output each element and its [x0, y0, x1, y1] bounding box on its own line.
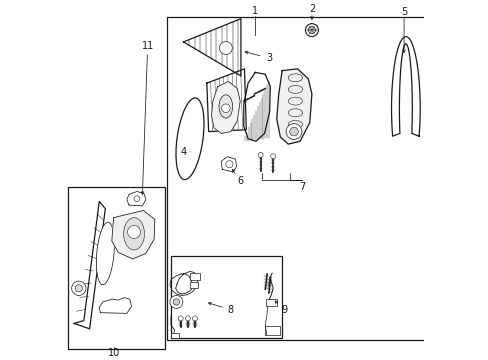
Text: 11: 11 — [141, 41, 154, 50]
Polygon shape — [244, 72, 270, 141]
Text: 1: 1 — [252, 6, 258, 17]
Polygon shape — [206, 69, 246, 132]
Text: 3: 3 — [265, 53, 271, 63]
Text: 4: 4 — [180, 147, 186, 157]
Bar — [190, 273, 200, 280]
Circle shape — [258, 152, 263, 157]
Circle shape — [225, 161, 233, 168]
Circle shape — [270, 154, 275, 159]
Text: 5: 5 — [400, 7, 407, 17]
Bar — [68, 187, 164, 348]
Circle shape — [185, 316, 190, 321]
Polygon shape — [126, 192, 145, 206]
Polygon shape — [74, 202, 105, 329]
Circle shape — [169, 296, 183, 309]
Circle shape — [285, 124, 301, 139]
Circle shape — [178, 316, 183, 321]
Ellipse shape — [219, 95, 232, 118]
Circle shape — [192, 316, 197, 321]
Circle shape — [305, 24, 318, 37]
Bar — [190, 282, 198, 288]
Polygon shape — [391, 37, 419, 136]
Circle shape — [75, 285, 82, 292]
Ellipse shape — [176, 98, 203, 180]
Text: 7: 7 — [298, 182, 305, 192]
Ellipse shape — [123, 218, 144, 250]
Circle shape — [221, 104, 230, 113]
Circle shape — [127, 225, 140, 238]
Ellipse shape — [96, 222, 114, 285]
Polygon shape — [183, 19, 241, 76]
Circle shape — [72, 281, 86, 296]
Bar — [265, 326, 279, 335]
Polygon shape — [211, 81, 240, 133]
Text: 10: 10 — [107, 348, 120, 358]
Bar — [167, 17, 430, 339]
Bar — [171, 256, 282, 338]
Text: 2: 2 — [308, 4, 314, 14]
Circle shape — [308, 27, 315, 34]
Circle shape — [289, 127, 298, 136]
Polygon shape — [112, 211, 155, 259]
Text: 9: 9 — [280, 305, 286, 315]
Polygon shape — [276, 69, 311, 144]
Bar — [170, 333, 178, 338]
Polygon shape — [221, 157, 236, 172]
Polygon shape — [99, 298, 131, 314]
Circle shape — [219, 41, 232, 54]
Text: 8: 8 — [227, 305, 233, 315]
Text: 6: 6 — [237, 176, 243, 186]
Bar — [265, 299, 277, 306]
Circle shape — [173, 299, 179, 305]
Circle shape — [134, 196, 140, 202]
